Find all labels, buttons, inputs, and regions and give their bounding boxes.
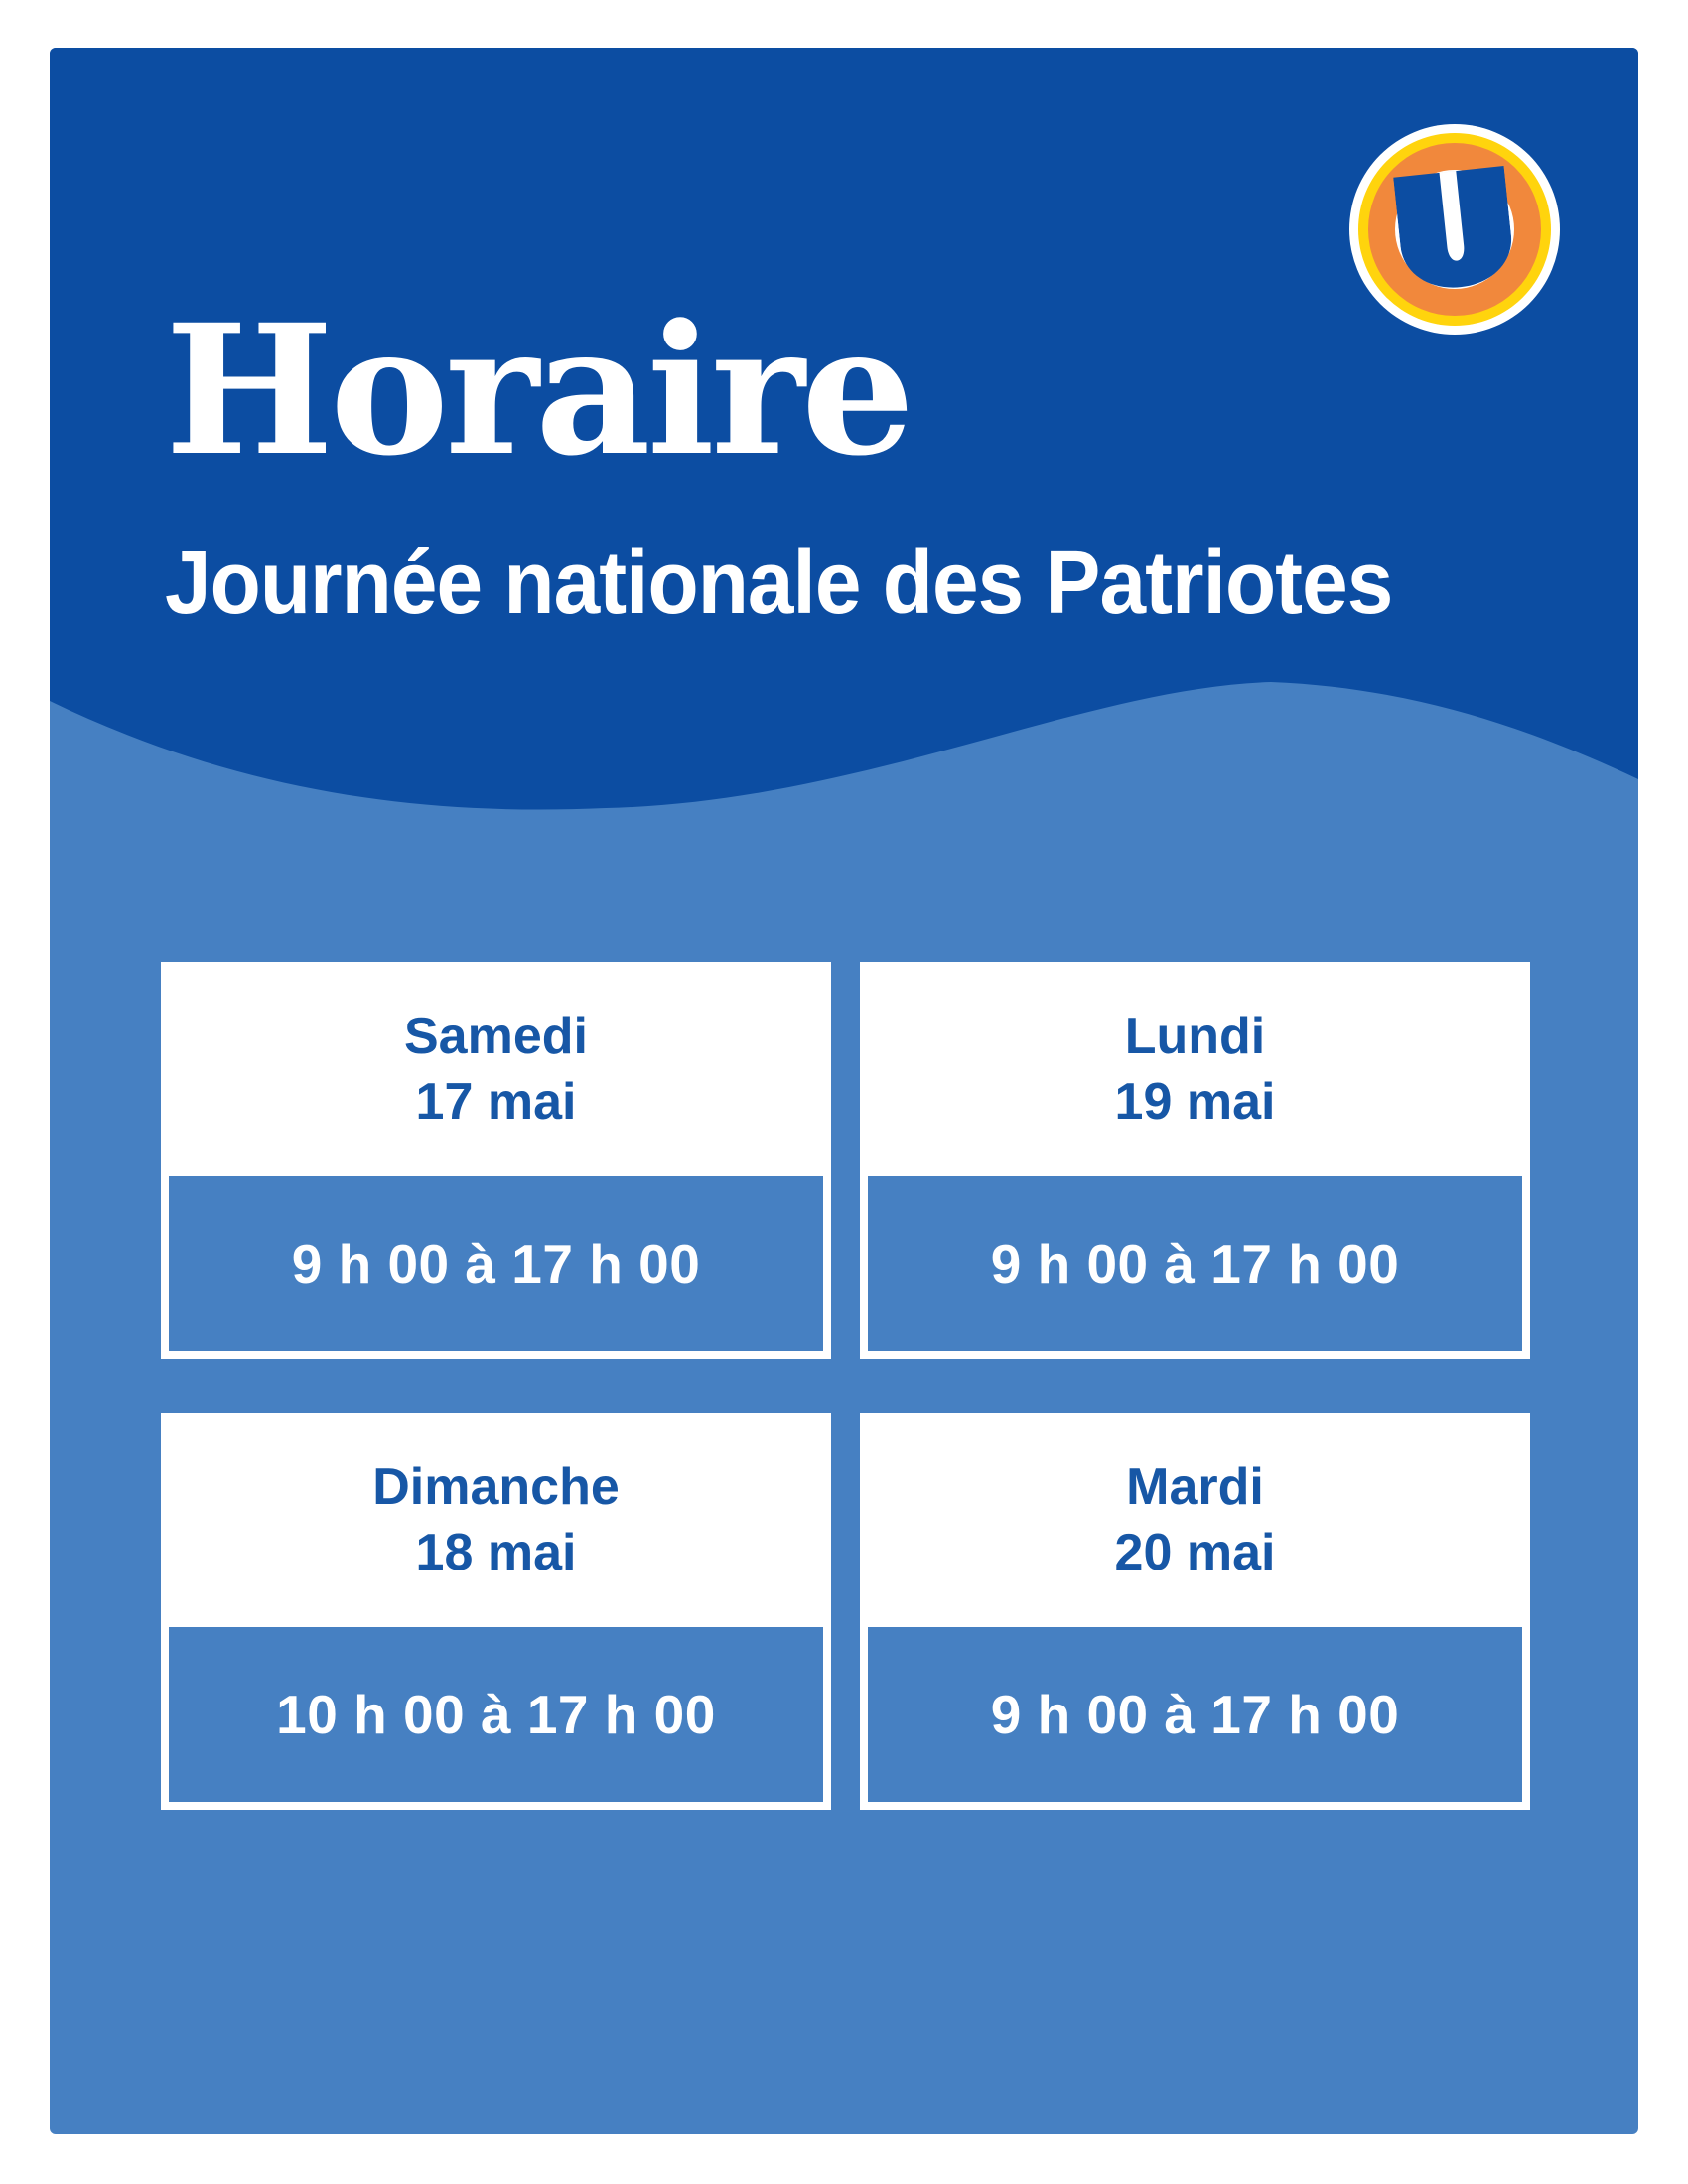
page-subtitle: Journée nationale des Patriotes bbox=[165, 533, 1393, 632]
card-date-label: 20 mai bbox=[1114, 1524, 1276, 1581]
card-day-area: Mardi 20 mai bbox=[860, 1413, 1530, 1627]
logo-u-letter-icon bbox=[1393, 165, 1511, 288]
card-day-label: Samedi bbox=[404, 1008, 588, 1065]
card-hours: 9 h 00 à 17 h 00 bbox=[868, 1176, 1522, 1351]
poster-panel: Horaire Journée nationale des Patriotes … bbox=[50, 48, 1638, 2134]
card-day-label: Mardi bbox=[1126, 1458, 1264, 1516]
card-hours: 9 h 00 à 17 h 00 bbox=[868, 1627, 1522, 1802]
schedule-card-lundi: Lundi 19 mai 9 h 00 à 17 h 00 bbox=[860, 962, 1530, 1359]
schedule-card-samedi: Samedi 17 mai 9 h 00 à 17 h 00 bbox=[161, 962, 831, 1359]
schedule-grid: Samedi 17 mai 9 h 00 à 17 h 00 Lundi 19 … bbox=[161, 962, 1530, 1810]
card-day-area: Lundi 19 mai bbox=[860, 962, 1530, 1176]
brand-logo bbox=[1349, 124, 1560, 335]
card-day-label: Dimanche bbox=[372, 1458, 620, 1516]
card-day-area: Samedi 17 mai bbox=[161, 962, 831, 1176]
card-hours: 9 h 00 à 17 h 00 bbox=[169, 1176, 823, 1351]
card-date-label: 17 mai bbox=[415, 1073, 577, 1131]
card-day-area: Dimanche 18 mai bbox=[161, 1413, 831, 1627]
card-date-label: 18 mai bbox=[415, 1524, 577, 1581]
card-date-label: 19 mai bbox=[1114, 1073, 1276, 1131]
card-day-label: Lundi bbox=[1124, 1008, 1266, 1065]
page-title: Horaire bbox=[165, 286, 914, 495]
schedule-card-mardi: Mardi 20 mai 9 h 00 à 17 h 00 bbox=[860, 1413, 1530, 1810]
card-hours: 10 h 00 à 17 h 00 bbox=[169, 1627, 823, 1802]
header-wave-shape bbox=[50, 48, 1638, 810]
schedule-card-dimanche: Dimanche 18 mai 10 h 00 à 17 h 00 bbox=[161, 1413, 831, 1810]
